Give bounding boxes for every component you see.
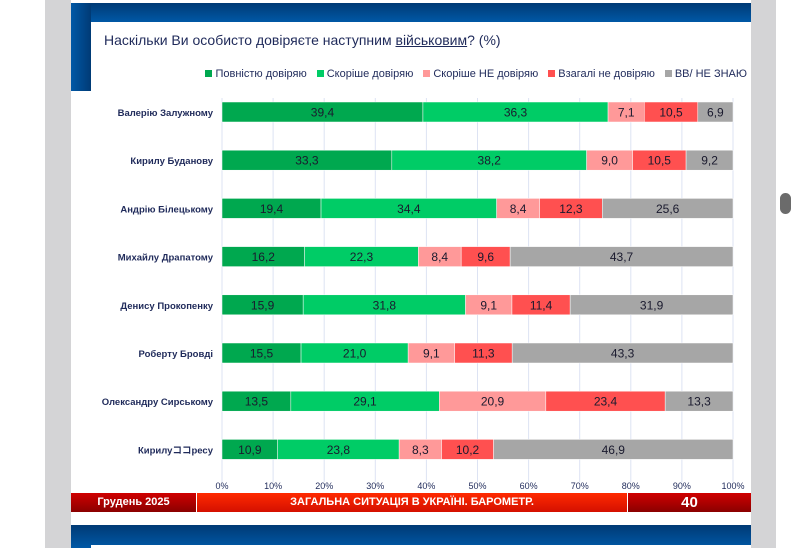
legend-swatch bbox=[423, 70, 431, 77]
data-label: 10,5 bbox=[648, 154, 672, 168]
data-label: 9,0 bbox=[601, 154, 618, 168]
x-tick-label: 60% bbox=[520, 481, 538, 491]
page-gutter-left bbox=[45, 0, 71, 548]
legend-label: Скоріше довіряю bbox=[326, 68, 414, 80]
data-label: 20,9 bbox=[481, 395, 505, 409]
bar-segment bbox=[664, 390, 734, 412]
legend-label: Повністю довіряю bbox=[215, 68, 307, 80]
data-label: 23,4 bbox=[594, 395, 618, 409]
legend-item: Скоріше довіряю bbox=[316, 68, 414, 80]
data-label: 21,0 bbox=[343, 347, 367, 361]
legend-swatch bbox=[316, 70, 324, 77]
data-label: 10,9 bbox=[238, 443, 262, 457]
category-label: Денису Прокопенку bbox=[120, 301, 213, 312]
x-tick-label: 40% bbox=[417, 481, 435, 491]
data-label: 10,5 bbox=[659, 106, 683, 120]
legend-item: Скоріше НЕ довіряю bbox=[423, 68, 538, 80]
x-tick-label: 50% bbox=[468, 481, 486, 491]
data-label: 39,4 bbox=[311, 106, 335, 120]
data-label: 10,2 bbox=[456, 443, 480, 457]
title-underlined: військовим bbox=[395, 32, 468, 48]
data-label: 34,4 bbox=[397, 202, 421, 216]
data-label: 7,1 bbox=[618, 106, 635, 120]
data-label: 9,1 bbox=[480, 298, 497, 312]
x-tick-label: 10% bbox=[264, 481, 282, 491]
page-gutter-right bbox=[751, 0, 776, 548]
bar-segment bbox=[685, 149, 734, 171]
data-label: 31,8 bbox=[373, 298, 397, 312]
category-label: Кирилу Буданову bbox=[130, 156, 213, 167]
slide-side-band bbox=[71, 3, 91, 91]
bar-segment bbox=[697, 101, 734, 123]
data-label: 33,3 bbox=[295, 154, 319, 168]
bar-segment bbox=[509, 246, 734, 267]
title-suffix: ? (%) bbox=[467, 32, 501, 48]
category-label: Роберту Бровді bbox=[139, 349, 214, 360]
footer-title: ЗАГАЛЬНА СИТУАЦІЯ В УКРАЇНІ. БАРОМЕТР. bbox=[197, 493, 627, 512]
data-label: 22,3 bbox=[350, 250, 374, 264]
data-label: 12,3 bbox=[559, 202, 583, 216]
footer-date: Грудень 2025 bbox=[71, 493, 196, 512]
data-label: 15,5 bbox=[250, 347, 274, 361]
x-tick-label: 90% bbox=[673, 481, 691, 491]
data-label: 11,3 bbox=[472, 347, 495, 361]
category-label: Олександру Сирському bbox=[102, 397, 214, 408]
bar-segment bbox=[569, 294, 734, 316]
bar-segment bbox=[511, 342, 734, 364]
legend-label: Скоріше НЕ довіряю bbox=[433, 68, 539, 80]
data-label: 23,8 bbox=[327, 443, 351, 457]
data-label: 36,3 bbox=[504, 106, 528, 120]
data-label: 9,2 bbox=[701, 154, 718, 168]
slide-footer: Грудень 2025 ЗАГАЛЬНА СИТУАЦІЯ В УКРАЇНІ… bbox=[71, 493, 751, 512]
bar-segment bbox=[602, 198, 734, 219]
data-label: 6,9 bbox=[707, 106, 724, 120]
legend-swatch bbox=[548, 70, 556, 77]
legend-swatch bbox=[205, 70, 213, 77]
legend-label: ВВ/ НЕ ЗНАЮ bbox=[674, 68, 747, 80]
data-label: 25,6 bbox=[656, 202, 680, 216]
data-label: 38,2 bbox=[478, 154, 502, 168]
page-number: 40 bbox=[628, 493, 751, 512]
x-tick-label: 30% bbox=[366, 481, 384, 491]
x-tick-label: 0% bbox=[215, 481, 228, 491]
next-slide-header bbox=[71, 525, 751, 548]
data-label: 8,4 bbox=[510, 202, 527, 216]
chart-title: Наскільки Ви особисто довіряєте наступни… bbox=[104, 32, 501, 48]
data-label: 9,1 bbox=[423, 347, 440, 361]
data-label: 15,9 bbox=[251, 298, 275, 312]
data-label: 9,6 bbox=[477, 250, 494, 264]
data-label: 46,9 bbox=[602, 443, 626, 457]
legend-item: Взагалі не довіряю bbox=[548, 68, 655, 80]
data-label: 13,5 bbox=[245, 395, 269, 409]
category-label: Михайлу Драпатому bbox=[118, 253, 214, 264]
x-tick-label: 70% bbox=[571, 481, 589, 491]
bar-segment bbox=[493, 439, 734, 460]
category-label: Андрію Білецькому bbox=[120, 204, 213, 215]
data-label: 11,4 bbox=[530, 298, 553, 312]
data-label: 8,4 bbox=[431, 250, 448, 264]
data-label: 43,3 bbox=[611, 347, 635, 361]
legend-label: Взагалі не довіряю bbox=[558, 68, 655, 80]
legend-item: Повністю довіряю bbox=[205, 68, 307, 80]
scrollbar-thumb[interactable] bbox=[780, 193, 791, 214]
legend-item: ВВ/ НЕ ЗНАЮ bbox=[664, 68, 747, 80]
title-text: Наскільки Ви особисто довіряєте наступни… bbox=[104, 32, 396, 48]
category-label: Валерію Залужному bbox=[118, 108, 214, 119]
data-label: 29,1 bbox=[353, 395, 377, 409]
slide-header-band bbox=[71, 3, 751, 22]
category-label: Кирилуココресу bbox=[138, 445, 214, 456]
x-tick-label: 20% bbox=[315, 481, 333, 491]
x-tick-label: 100% bbox=[721, 481, 744, 491]
legend-swatch bbox=[664, 70, 672, 77]
data-label: 43,7 bbox=[610, 250, 634, 264]
x-tick-label: 80% bbox=[622, 481, 640, 491]
data-label: 31,9 bbox=[640, 298, 664, 312]
legend: Повністю довіряю Скоріше довіряю Скоріше Н… bbox=[205, 68, 747, 80]
data-label: 8,3 bbox=[412, 443, 429, 457]
data-label: 16,2 bbox=[252, 250, 276, 264]
data-label: 13,3 bbox=[687, 395, 711, 409]
data-label: 19,4 bbox=[260, 202, 284, 216]
